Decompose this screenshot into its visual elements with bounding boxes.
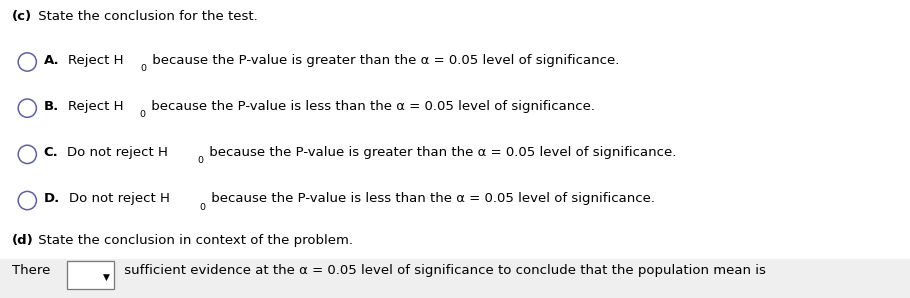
Text: D.: D. (44, 192, 60, 205)
Text: Do not reject H: Do not reject H (67, 146, 168, 159)
Text: because the P-value is less than the α = 0.05 level of significance.: because the P-value is less than the α =… (207, 192, 655, 205)
Text: (c): (c) (12, 10, 32, 24)
Text: because the P-value is greater than the α = 0.05 level of significance.: because the P-value is greater than the … (205, 146, 676, 159)
Text: Reject H: Reject H (68, 54, 124, 67)
Text: B.: B. (44, 100, 59, 113)
Text: 0: 0 (139, 110, 146, 119)
Text: because the P-value is greater than the α = 0.05 level of significance.: because the P-value is greater than the … (147, 54, 619, 67)
Text: State the conclusion for the test.: State the conclusion for the test. (34, 10, 258, 24)
Text: Do not reject H: Do not reject H (69, 192, 170, 205)
FancyBboxPatch shape (0, 259, 910, 298)
Text: because the P-value is less than the α = 0.05 level of significance.: because the P-value is less than the α =… (147, 100, 595, 113)
Text: There: There (12, 264, 50, 277)
Text: sufficient evidence at the α = 0.05 level of significance to conclude that the p: sufficient evidence at the α = 0.05 leve… (120, 264, 766, 277)
Text: 0: 0 (197, 156, 204, 165)
Text: 0: 0 (199, 203, 206, 212)
Text: C.: C. (44, 146, 58, 159)
Text: (d): (d) (12, 234, 34, 247)
Text: 0: 0 (140, 64, 146, 73)
FancyBboxPatch shape (66, 261, 114, 289)
Text: A.: A. (44, 54, 59, 67)
Text: ▼: ▼ (104, 273, 110, 283)
Text: State the conclusion in context of the problem.: State the conclusion in context of the p… (34, 234, 353, 247)
Text: Reject H: Reject H (68, 100, 124, 113)
